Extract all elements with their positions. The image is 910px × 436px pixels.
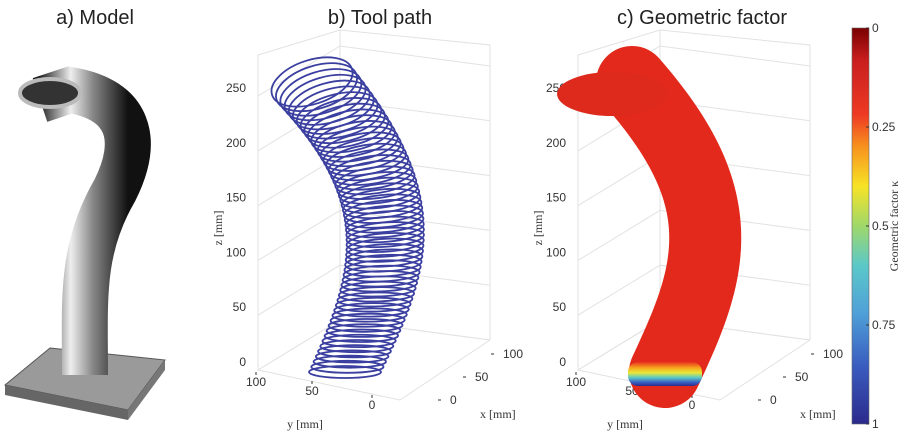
tool-path-ring [317, 344, 392, 359]
y-tick-label: 100 [566, 375, 586, 389]
tool-path-ring [287, 79, 371, 126]
colorbar-tick-label: 0.5 [872, 219, 889, 233]
tool-path-ring [336, 291, 414, 308]
tool-path-ring [331, 307, 408, 323]
colorbar-tick-label: 0 [872, 21, 879, 35]
grid-line [577, 264, 811, 316]
tool-path-ring [340, 187, 422, 215]
tool-path-ring [345, 237, 425, 258]
tool-path-ring [344, 248, 424, 268]
y-axis-label: y [mm] [607, 417, 643, 431]
colorbar-label: Geometric factor κ [887, 181, 901, 272]
tool-path-ring [275, 62, 358, 113]
tool-path-ring [314, 349, 390, 364]
x-tick-label: 100 [503, 347, 523, 361]
tool-path-ring [343, 199, 424, 224]
tool-path-ring [312, 354, 387, 369]
colorbar-tick-label: 1 [872, 417, 879, 431]
z-tick-label: 50 [553, 300, 567, 314]
z-tick-label: 200 [546, 136, 566, 150]
z-tick-label: 200 [226, 136, 246, 150]
y-axis-label: y [mm] [287, 417, 323, 431]
tool-path-ring [333, 302, 410, 318]
tool-path-ring [341, 193, 423, 220]
tool-path-ring [327, 318, 404, 333]
x-axis-label: x [mm] [800, 407, 836, 421]
z-tick-label: 100 [226, 245, 246, 259]
z-tick-label: 250 [226, 81, 246, 95]
y-tick-label: 0 [369, 398, 376, 412]
grid-line [577, 209, 811, 261]
z-tick-label: 0 [559, 355, 566, 369]
tool-path-ring [343, 259, 422, 278]
factor-base [628, 362, 702, 386]
x-tick-label: 50 [795, 370, 809, 384]
z-axis-label: z [mm] [211, 211, 225, 246]
tool-path-ring [325, 323, 402, 338]
tool-path-ring [345, 243, 424, 263]
factor-surface [596, 46, 742, 408]
tool-path-ring [325, 142, 407, 177]
x-tick-label: 0 [770, 393, 777, 407]
grid-line [257, 264, 491, 316]
colorbar-tick-label: 0.75 [872, 318, 896, 332]
tool-path-ring [321, 333, 397, 349]
tool-path-ring [345, 232, 425, 253]
tool-path-ring [319, 339, 395, 354]
y-tick-label: 50 [305, 384, 319, 398]
panel-title: b) Tool path [328, 7, 432, 29]
y-tick-label: 0 [689, 398, 696, 412]
tool-path-ring [310, 359, 385, 374]
z-tick-label: 150 [546, 191, 566, 205]
z-tick-label: 0 [239, 355, 246, 369]
grid-line [257, 209, 491, 261]
tool-path-ring [308, 365, 382, 379]
panel-title: c) Geometric factor [617, 7, 787, 29]
z-tick-label: 50 [233, 300, 247, 314]
tool-path-ring [323, 328, 399, 343]
tool-path-ring [343, 204, 424, 229]
factor-top [557, 72, 668, 116]
tool-path-ring [270, 56, 354, 108]
model-panel [3, 66, 166, 420]
z-axis-label: z [mm] [531, 211, 545, 246]
x-tick-label: 50 [475, 370, 489, 384]
z-tick-label: 100 [546, 245, 566, 259]
x-tick-label: 0 [450, 393, 457, 407]
y-tick-label: 100 [246, 375, 266, 389]
z-tick-label: 150 [226, 191, 246, 205]
x-tick-label: 100 [823, 347, 843, 361]
tool-path-ring [329, 312, 406, 328]
grid-line [257, 45, 491, 97]
colorbar-tick-label: 0.25 [872, 120, 896, 134]
tool-path-ring [339, 182, 421, 210]
x-axis-label: x [mm] [480, 407, 516, 421]
grid-line [257, 155, 491, 207]
tool-path-ring [344, 253, 423, 273]
panel-title: a) Model [56, 7, 134, 29]
tool-path-ring [334, 296, 412, 313]
